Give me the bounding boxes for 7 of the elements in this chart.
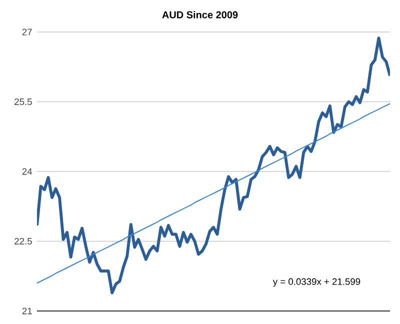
y-tick-label: 24 xyxy=(22,168,32,175)
y-tick-label: 27 xyxy=(22,28,32,36)
y-tick-label: 25.5 xyxy=(14,98,32,106)
y-tick-label: 22.5 xyxy=(14,238,32,245)
y-tick-label: 21 xyxy=(22,308,32,314)
chart-title: AUD Since 2009 xyxy=(162,11,238,18)
annotation: y = 0.0339x + 21.599 xyxy=(272,278,360,287)
